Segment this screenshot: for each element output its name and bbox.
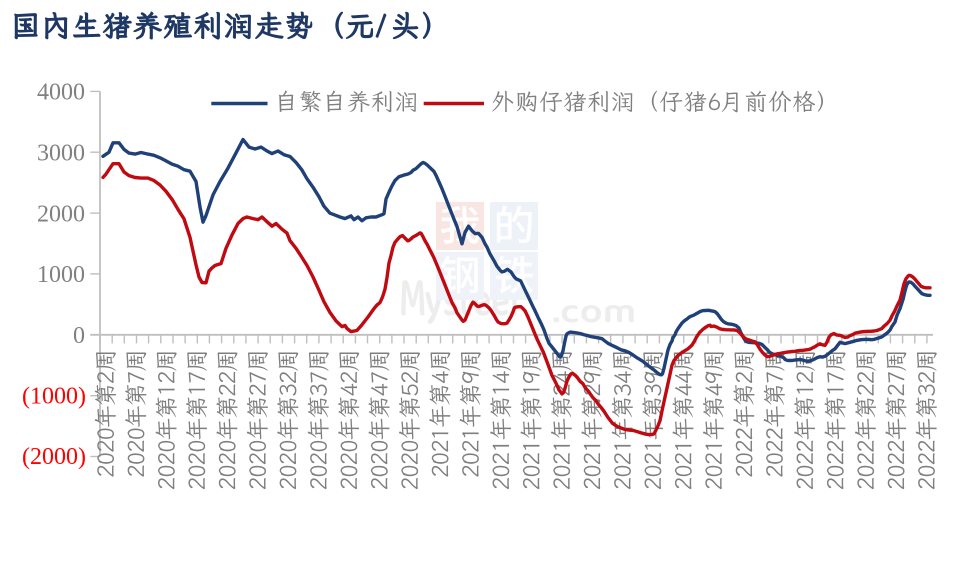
svg-text:0: 0 [73,323,85,349]
svg-text:4000: 4000 [37,80,85,106]
svg-text:2000: 2000 [37,201,85,227]
svg-text:(2000): (2000) [22,444,86,470]
svg-text:3000: 3000 [37,141,85,167]
svg-text:(1000): (1000) [22,383,86,409]
svg-text:1000: 1000 [37,262,85,288]
